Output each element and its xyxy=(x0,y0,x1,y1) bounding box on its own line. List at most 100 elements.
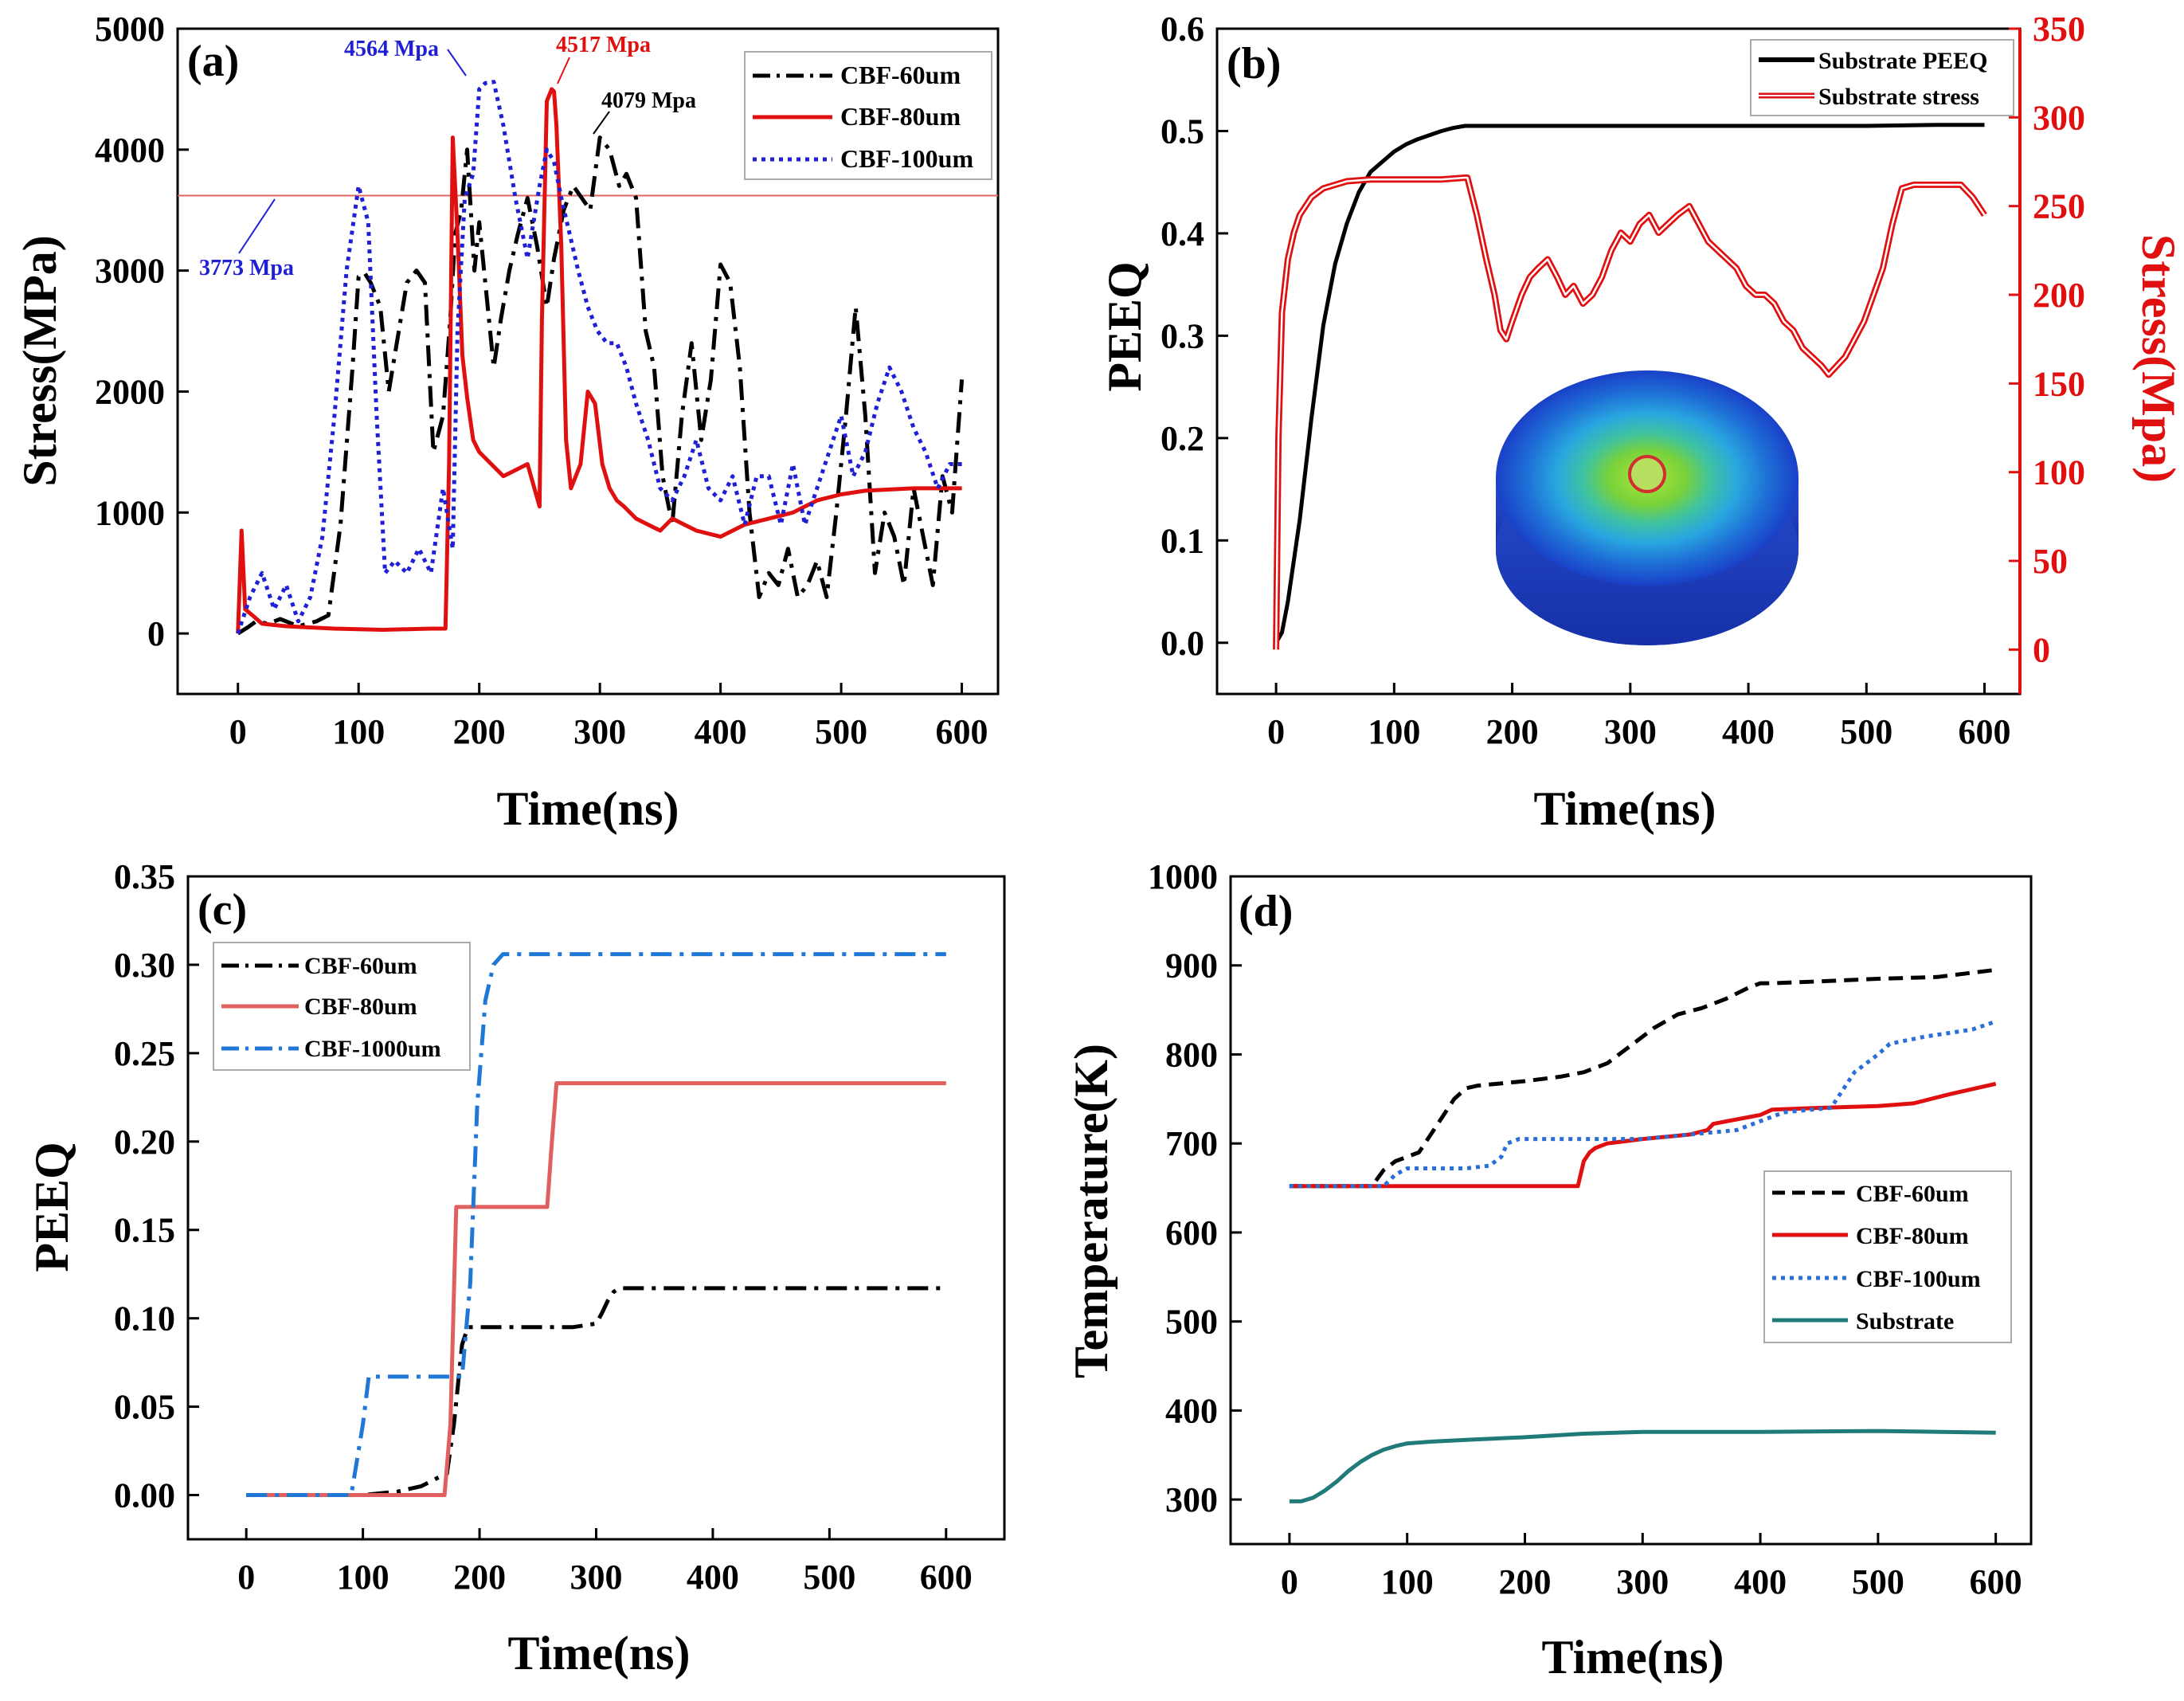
x-tick-label: 400 xyxy=(695,712,747,751)
y-right-tick-label: 200 xyxy=(2033,276,2085,315)
panel-b-peeq-stress-chart: 0 100 200 300 400 500 600 0.00.10.20.30.40.50.… xyxy=(1098,10,2184,835)
y-tick-label: 0.20 xyxy=(114,1123,175,1162)
y-tick-label: 0.00 xyxy=(114,1476,175,1515)
x-tick-label: 200 xyxy=(453,1558,506,1597)
panel-c-peeq-chart: 0 100 200 300 400 500 600 0.00 0.05 0.10 0.15 0.20… xyxy=(25,857,1006,1679)
series-line-cbf-100um xyxy=(1289,1019,1997,1189)
y-tick-label: 0.15 xyxy=(114,1211,175,1250)
panel-label: (a) xyxy=(187,37,239,86)
annotation-4564: 4564 Mpa xyxy=(344,37,439,61)
x-ticks: 0 100 200 300 400 500 600 xyxy=(229,683,988,751)
y-tick-label: 0.10 xyxy=(114,1299,175,1338)
series-line-substrate-stress-inner xyxy=(1274,176,1986,650)
y-axis-title: PEEQ xyxy=(25,1142,78,1272)
panel-label: (b) xyxy=(1227,39,1281,88)
y-right-tick-label: 250 xyxy=(2033,187,2085,226)
y-tick-label: 1000 xyxy=(95,493,165,532)
y-ticks: 0 1000 2000 3000 4000 5000 xyxy=(95,10,189,653)
y-tick-label: 0.25 xyxy=(114,1034,175,1073)
series-line-cbf-60um xyxy=(1289,967,1997,1189)
annotation-4079: 4079 Mpa xyxy=(601,88,696,113)
x-tick-label: 200 xyxy=(453,712,506,751)
x-ticks: 0 100 200 300 400 500 600 xyxy=(237,1528,973,1597)
y-tick-label: 800 xyxy=(1165,1035,1218,1074)
legend-label: CBF-100um xyxy=(840,144,973,173)
x-tick-label: 300 xyxy=(573,712,626,751)
legend-label: CBF-80um xyxy=(304,994,417,1020)
inset-disk-image xyxy=(1496,370,1798,645)
y-right-tick-label: 350 xyxy=(2033,10,2085,49)
x-ticks: 0 100 200 300 400 500 600 xyxy=(1281,1533,2022,1601)
panel-a-stress-chart: 0 100 200 300 400 500 600 0 1000 2000 3000 4000 500… xyxy=(14,10,1000,835)
legend-label: CBF-60um xyxy=(840,61,961,89)
y-tick-label: 4000 xyxy=(95,131,165,170)
series-line-substrate-peeq xyxy=(1274,123,1985,645)
plot-area xyxy=(1273,123,1987,650)
y-ticks: 300 400 500 600 700 800 900 1000 xyxy=(1148,857,1242,1519)
legend-label: CBF-60um xyxy=(304,953,417,979)
x-tick-label: 100 xyxy=(1368,712,1420,751)
y-tick-label: 0.30 xyxy=(114,946,175,985)
legend-label: CBF-80um xyxy=(1856,1223,1969,1249)
annotation-3773: 3773 Mpa xyxy=(199,256,294,280)
legend-label: CBF-60um xyxy=(1856,1181,1969,1207)
x-tick-label: 300 xyxy=(1616,1562,1669,1601)
annotation-arrow xyxy=(447,49,467,76)
x-tick-label: 500 xyxy=(1852,1562,1904,1601)
legend-box xyxy=(1763,1170,2012,1343)
series-line-cbf-60um xyxy=(246,1286,946,1497)
x-axis-title: Time(ns) xyxy=(1542,1631,1724,1683)
annotation-arrow xyxy=(593,111,610,135)
y-ticks-left: 0.0 0.1 0.2 0.3 0.4 0.5 0.6 xyxy=(1160,10,1228,663)
x-axis-title: Time(ns) xyxy=(1534,782,1716,835)
y-tick-label: 700 xyxy=(1165,1124,1218,1163)
y-tick-label: 0.2 xyxy=(1160,419,1204,458)
x-tick-label: 200 xyxy=(1498,1562,1551,1601)
y-tick-label: 0.5 xyxy=(1160,112,1204,151)
x-ticks: 0 100 200 300 400 500 600 xyxy=(1267,683,2011,751)
y-tick-label: 2000 xyxy=(95,372,165,411)
y-axis-title-left: PEEQ xyxy=(1098,261,1151,391)
y-tick-label: 5000 xyxy=(95,10,165,49)
y-right-tick-label: 150 xyxy=(2033,364,2085,403)
plot-frame xyxy=(176,27,1000,696)
legend: Substrate PEEQ Substrate stress xyxy=(1750,39,2014,116)
legend: CBF-60um CBF-80um CBF-100um Substrate xyxy=(1763,1170,2012,1343)
legend-label: CBF-1000um xyxy=(304,1036,441,1062)
series-line-cbf-80um xyxy=(1289,1081,1997,1189)
x-tick-label: 500 xyxy=(1840,712,1892,751)
legend-label: CBF-80um xyxy=(840,102,961,131)
panel-label: (d) xyxy=(1239,887,1293,936)
y-tick-label: 500 xyxy=(1165,1303,1218,1342)
x-tick-label: 300 xyxy=(1604,712,1657,751)
series-line-substrate xyxy=(1289,1429,1996,1503)
y-tick-label: 300 xyxy=(1165,1480,1218,1519)
x-tick-label: 200 xyxy=(1486,712,1539,751)
panel-label: (c) xyxy=(198,885,247,935)
y-right-tick-label: 50 xyxy=(2033,542,2068,581)
y-tick-label: 0.1 xyxy=(1160,521,1204,560)
legend: CBF-60um CBF-80um CBF-1000um xyxy=(213,942,471,1071)
plot-area xyxy=(178,80,998,636)
plot-area xyxy=(1289,967,1997,1503)
y-tick-label: 0 xyxy=(147,614,165,653)
plot-area xyxy=(246,952,946,1497)
annotations: 4564 Mpa 4517 Mpa 4079 Mpa 3773 Mpa xyxy=(199,33,696,280)
y-tick-label: 900 xyxy=(1165,947,1218,986)
y-ticks-right: 0 50 100 150 200 250 300 350 xyxy=(2009,10,2085,669)
y-tick-label: 0.05 xyxy=(114,1388,175,1427)
x-tick-label: 600 xyxy=(1970,1562,2022,1601)
x-tick-label: 400 xyxy=(1734,1562,1787,1601)
series-line-cbf-80um xyxy=(236,87,962,634)
x-axis-title: Time(ns) xyxy=(497,782,679,835)
y-right-tick-label: 0 xyxy=(2033,630,2050,669)
series-line-cbf-80um xyxy=(246,1081,946,1497)
x-tick-label: 500 xyxy=(803,1558,855,1597)
x-tick-label: 300 xyxy=(570,1558,623,1597)
x-tick-label: 0 xyxy=(229,712,247,751)
annotation-arrow xyxy=(557,57,570,84)
x-tick-label: 100 xyxy=(1381,1562,1434,1601)
y-tick-label: 0.3 xyxy=(1160,316,1204,355)
x-tick-label: 600 xyxy=(936,712,988,751)
